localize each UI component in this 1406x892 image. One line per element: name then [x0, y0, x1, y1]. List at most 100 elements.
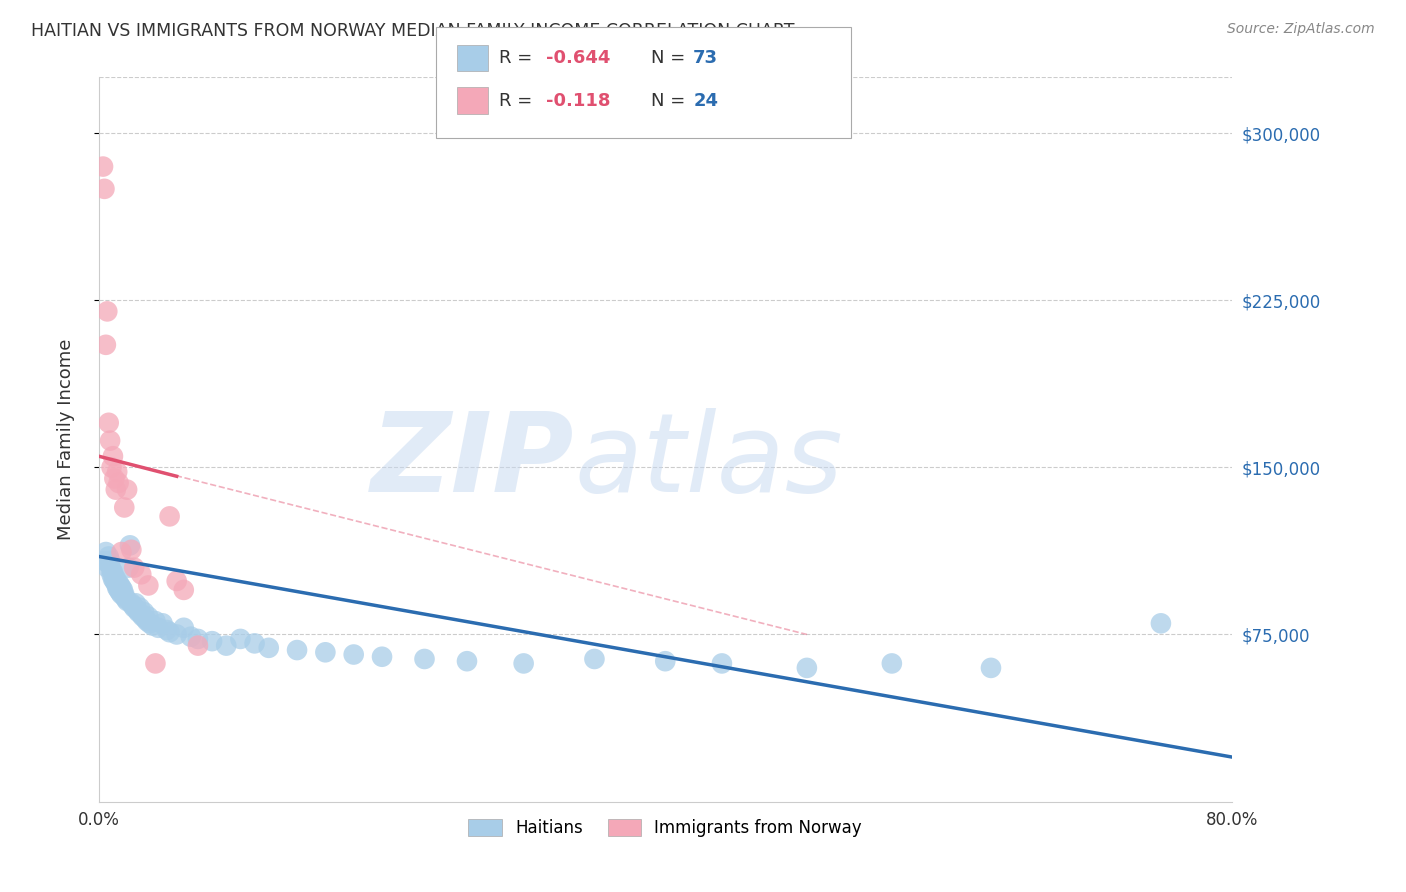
Point — [96, 304, 118, 318]
Point — [138, 609, 160, 624]
Point — [257, 640, 280, 655]
Point — [101, 572, 124, 586]
Text: Source: ZipAtlas.com: Source: ZipAtlas.com — [1227, 22, 1375, 37]
Point — [159, 509, 181, 524]
Point — [145, 614, 167, 628]
Point — [120, 542, 142, 557]
Point — [159, 625, 181, 640]
Point — [110, 587, 132, 601]
Point — [796, 661, 818, 675]
Point — [124, 596, 146, 610]
Point — [654, 654, 676, 668]
Point — [110, 581, 132, 595]
Point — [107, 475, 129, 490]
Text: HAITIAN VS IMMIGRANTS FROM NORWAY MEDIAN FAMILY INCOME CORRELATION CHART: HAITIAN VS IMMIGRANTS FROM NORWAY MEDIAN… — [31, 22, 794, 40]
Text: -0.644: -0.644 — [546, 49, 610, 67]
Point — [135, 612, 157, 626]
Text: N =: N = — [651, 49, 690, 67]
Point — [101, 449, 124, 463]
Point — [131, 609, 153, 624]
Point — [115, 594, 138, 608]
Point — [108, 585, 131, 599]
Point — [104, 576, 127, 591]
Point — [111, 582, 134, 597]
Point — [125, 603, 148, 617]
Text: 24: 24 — [693, 92, 718, 110]
Point — [105, 578, 128, 592]
Point — [187, 639, 209, 653]
Point — [118, 538, 141, 552]
Point — [314, 645, 336, 659]
Point — [122, 600, 145, 615]
Point — [156, 623, 179, 637]
Point — [97, 556, 120, 570]
Point — [215, 639, 238, 653]
Point — [98, 434, 121, 448]
Point — [145, 657, 167, 671]
Point — [105, 465, 128, 479]
Point — [94, 545, 117, 559]
Point — [93, 554, 115, 568]
Point — [110, 545, 132, 559]
Point — [101, 565, 124, 579]
Point — [128, 600, 150, 615]
Point — [122, 560, 145, 574]
Text: -0.118: -0.118 — [546, 92, 610, 110]
Point — [127, 605, 149, 619]
Point — [456, 654, 478, 668]
Point — [201, 634, 224, 648]
Point — [112, 500, 135, 515]
Text: N =: N = — [651, 92, 690, 110]
Point — [138, 578, 160, 592]
Point — [583, 652, 606, 666]
Point — [129, 607, 152, 622]
Point — [100, 460, 122, 475]
Point — [343, 648, 366, 662]
Point — [94, 338, 117, 352]
Point — [129, 567, 152, 582]
Text: 73: 73 — [693, 49, 718, 67]
Point — [173, 621, 195, 635]
Point — [103, 471, 125, 485]
Point — [100, 567, 122, 582]
Point — [103, 574, 125, 588]
Point — [121, 599, 143, 613]
Point — [103, 569, 125, 583]
Point — [105, 581, 128, 595]
Text: atlas: atlas — [575, 408, 844, 515]
Point — [142, 618, 165, 632]
Point — [104, 572, 127, 586]
Point — [710, 657, 733, 671]
Point — [180, 630, 202, 644]
Point — [187, 632, 209, 646]
Point — [96, 560, 118, 574]
Point — [107, 582, 129, 597]
Point — [152, 616, 174, 631]
Point — [173, 582, 195, 597]
Legend: Haitians, Immigrants from Norway: Haitians, Immigrants from Norway — [461, 813, 869, 844]
Point — [413, 652, 436, 666]
Point — [100, 563, 122, 577]
Point — [120, 596, 142, 610]
Point — [112, 587, 135, 601]
Point — [136, 614, 159, 628]
Text: R =: R = — [499, 49, 538, 67]
Point — [166, 574, 188, 588]
Point — [98, 554, 121, 568]
Point — [1150, 616, 1173, 631]
Text: ZIP: ZIP — [371, 408, 575, 515]
Point — [98, 558, 121, 573]
Point — [93, 182, 115, 196]
Point — [114, 591, 136, 606]
Point — [117, 560, 139, 574]
Point — [132, 605, 155, 619]
Point — [229, 632, 252, 646]
Point — [371, 649, 394, 664]
Point — [880, 657, 903, 671]
Point — [285, 643, 308, 657]
Point — [104, 483, 127, 497]
Point — [97, 549, 120, 564]
Y-axis label: Median Family Income: Median Family Income — [58, 339, 75, 541]
Text: R =: R = — [499, 92, 544, 110]
Point — [980, 661, 1002, 675]
